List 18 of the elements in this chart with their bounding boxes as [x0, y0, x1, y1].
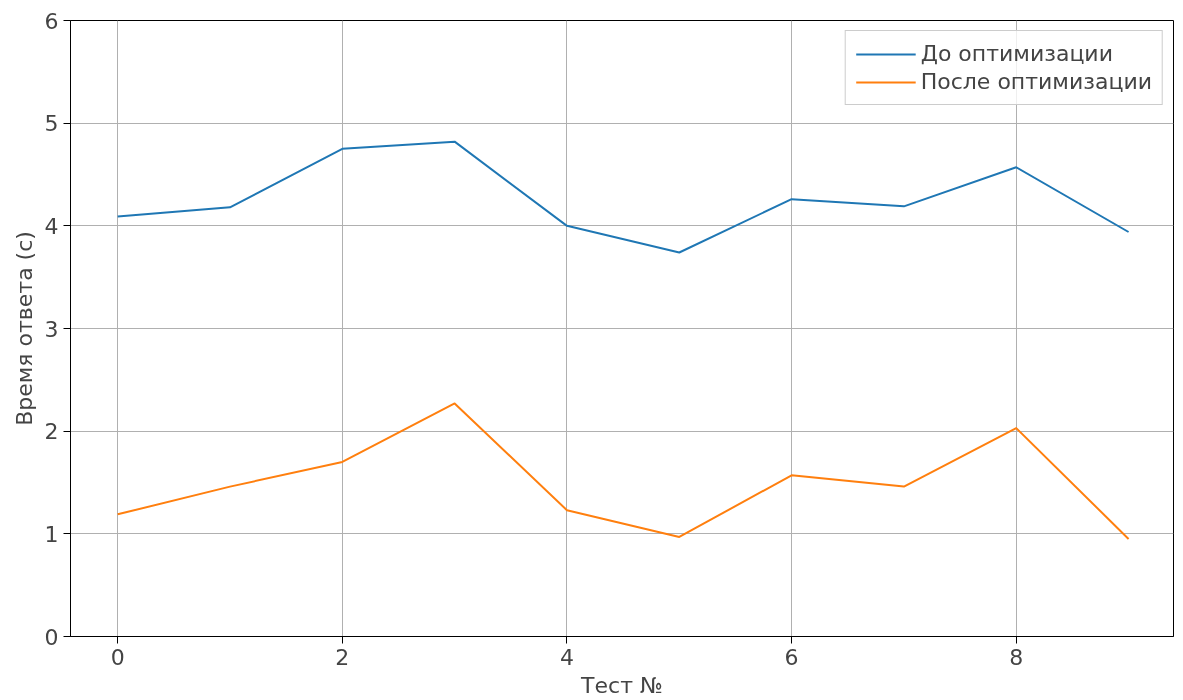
- y-tick-label: 0: [44, 624, 59, 650]
- x-tick-label: 0: [110, 644, 125, 670]
- x-tick-label: 4: [559, 644, 574, 670]
- x-tick-label: 6: [784, 644, 799, 670]
- x-tick-label: 2: [335, 644, 350, 670]
- y-tick-label: 1: [44, 521, 59, 547]
- y-tick-label: 5: [44, 111, 59, 137]
- x-axis-title: Тест №: [580, 672, 663, 698]
- line-series: [116, 402, 1130, 540]
- y-tick-label: 3: [44, 316, 59, 342]
- y-tick-label: 6: [44, 8, 59, 34]
- legend-label: До оптимизации: [920, 41, 1113, 66]
- y-tick-label: 2: [44, 419, 59, 445]
- x-tick-label: 8: [1009, 644, 1024, 670]
- legend-label: После оптимизации: [920, 69, 1152, 94]
- y-tick-label: 4: [44, 213, 59, 239]
- y-axis-title: Время ответа (с): [11, 231, 37, 426]
- line-series: [116, 140, 1130, 254]
